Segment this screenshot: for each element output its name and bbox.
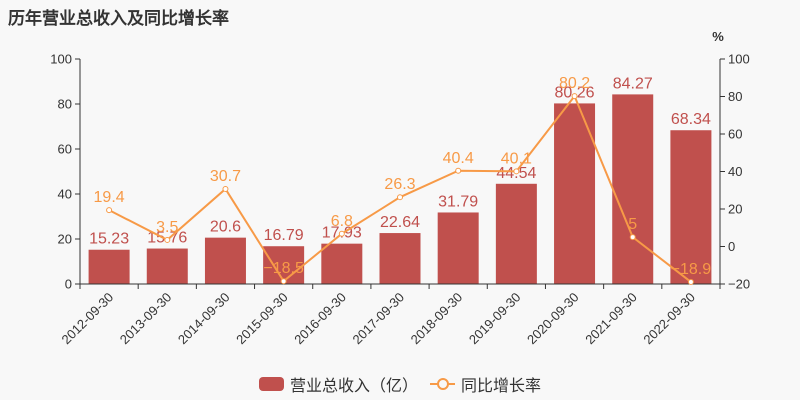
growth-value-label: 26.3 bbox=[384, 176, 415, 193]
bar-value-label: 68.34 bbox=[671, 111, 711, 128]
growth-value-label: 40.4 bbox=[443, 150, 474, 167]
growth-value-label: −18.9 bbox=[671, 261, 712, 278]
growth-point[interactable] bbox=[222, 185, 229, 192]
x-axis-tick-label: 2022-09-30 bbox=[640, 290, 698, 348]
bar-value-label: 20.6 bbox=[210, 219, 241, 236]
right-axis-tick-label: 0 bbox=[728, 239, 735, 254]
chart-title: 历年营业总收入及同比增长率 bbox=[8, 9, 229, 29]
bar[interactable] bbox=[554, 103, 596, 284]
growth-value-label: 40.1 bbox=[501, 150, 532, 167]
left-axis-tick-label: 80 bbox=[58, 97, 72, 112]
right-axis-tick-label: 20 bbox=[728, 202, 742, 217]
growth-point[interactable] bbox=[455, 167, 462, 174]
growth-value-label: 30.7 bbox=[210, 168, 241, 185]
bar-swatch-icon bbox=[258, 377, 284, 391]
bar[interactable] bbox=[495, 183, 537, 284]
bar[interactable] bbox=[146, 248, 188, 284]
bar-value-label: 16.79 bbox=[264, 227, 304, 244]
growth-point[interactable] bbox=[280, 278, 287, 285]
growth-point[interactable] bbox=[629, 234, 636, 241]
legend-label-growth: 同比增长率 bbox=[461, 376, 542, 395]
right-axis-tick-label: 80 bbox=[728, 89, 742, 104]
x-axis-tick-label: 2018-09-30 bbox=[408, 290, 466, 348]
bar-value-label: 22.64 bbox=[380, 214, 420, 231]
bar[interactable] bbox=[612, 94, 654, 284]
right-axis-tick-label: −20 bbox=[728, 277, 750, 292]
left-axis-tick-label: 20 bbox=[58, 232, 72, 247]
growth-point[interactable] bbox=[106, 207, 113, 214]
x-axis-tick-label: 2021-09-30 bbox=[582, 290, 640, 348]
bar[interactable] bbox=[88, 249, 130, 284]
x-axis-tick-label: 2016-09-30 bbox=[291, 290, 349, 348]
left-axis-tick-label: 0 bbox=[65, 277, 72, 292]
legend: 营业总收入（亿） 同比增长率 bbox=[0, 372, 800, 396]
bar[interactable] bbox=[379, 233, 421, 284]
growth-point[interactable] bbox=[571, 93, 578, 100]
x-axis-tick-label: 2015-09-30 bbox=[233, 290, 291, 348]
right-axis-tick-label: 60 bbox=[728, 127, 742, 142]
bar-value-label: 15.23 bbox=[89, 231, 129, 248]
bar[interactable] bbox=[204, 237, 246, 284]
bar[interactable] bbox=[437, 212, 479, 284]
legend-label-revenue: 营业总收入（亿） bbox=[289, 376, 418, 395]
left-axis-tick-label: 60 bbox=[58, 142, 72, 157]
x-axis-tick-label: 2020-09-30 bbox=[524, 290, 582, 348]
growth-value-label: 6.8 bbox=[331, 213, 353, 230]
growth-value-label: 80.2 bbox=[559, 75, 590, 92]
growth-value-label: 3.5 bbox=[156, 219, 178, 236]
growth-point[interactable] bbox=[687, 278, 694, 285]
growth-point[interactable] bbox=[397, 194, 403, 201]
x-axis-tick-label: 2017-09-30 bbox=[349, 290, 407, 348]
legend-item-growth[interactable]: 同比增长率 bbox=[430, 372, 541, 396]
right-axis-tick-label: 40 bbox=[728, 164, 742, 179]
x-axis-tick-label: 2013-09-30 bbox=[117, 290, 175, 348]
left-axis-tick-label: 40 bbox=[58, 187, 72, 202]
growth-value-label: 19.4 bbox=[94, 189, 125, 206]
x-axis-tick-label: 2014-09-30 bbox=[175, 290, 233, 348]
line-circle-swatch-icon bbox=[430, 377, 455, 391]
growth-value-label: 5 bbox=[628, 216, 637, 233]
growth-value-label: −18.5 bbox=[263, 260, 304, 277]
bar[interactable] bbox=[321, 243, 363, 284]
growth-point[interactable] bbox=[164, 236, 171, 243]
legend-item-revenue[interactable]: 营业总收入（亿） bbox=[258, 372, 418, 396]
bar-value-label: 80.26 bbox=[555, 84, 595, 101]
growth-point[interactable] bbox=[338, 230, 345, 237]
bar-value-label: 31.79 bbox=[438, 193, 478, 210]
bar[interactable] bbox=[670, 130, 712, 284]
right-axis-unit: % bbox=[712, 29, 724, 44]
bar-value-label: 84.27 bbox=[613, 75, 653, 92]
x-axis-tick-label: 2012-09-30 bbox=[59, 290, 117, 348]
right-axis-tick-label: 100 bbox=[728, 52, 750, 67]
left-axis-tick-label: 100 bbox=[50, 52, 72, 67]
bar[interactable] bbox=[263, 246, 305, 284]
growth-point[interactable] bbox=[513, 168, 520, 175]
x-axis-tick-label: 2019-09-30 bbox=[466, 290, 524, 348]
